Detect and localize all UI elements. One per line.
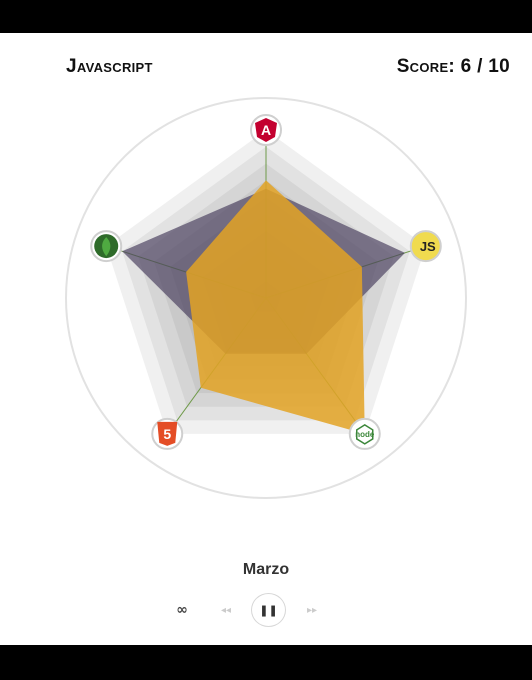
forward-button[interactable]: ▸▸ (302, 593, 322, 627)
html5-icon-label: 5 (163, 426, 171, 442)
javascript-icon-label: JS (420, 239, 436, 254)
radar-chart: A JS node 5 (0, 66, 532, 536)
angular-icon-label: A (261, 122, 271, 138)
pause-button[interactable]: ❚❚ (251, 593, 286, 627)
skill-radar-card: Javascript Score: 6 / 10 A JS node 5 Marzo … (0, 33, 532, 645)
month-label: Marzo (0, 561, 532, 579)
nodejs-icon-label: node (355, 430, 375, 439)
rewind-button[interactable]: ◂◂ (216, 593, 236, 627)
loop-button[interactable]: ∞ (172, 593, 192, 627)
